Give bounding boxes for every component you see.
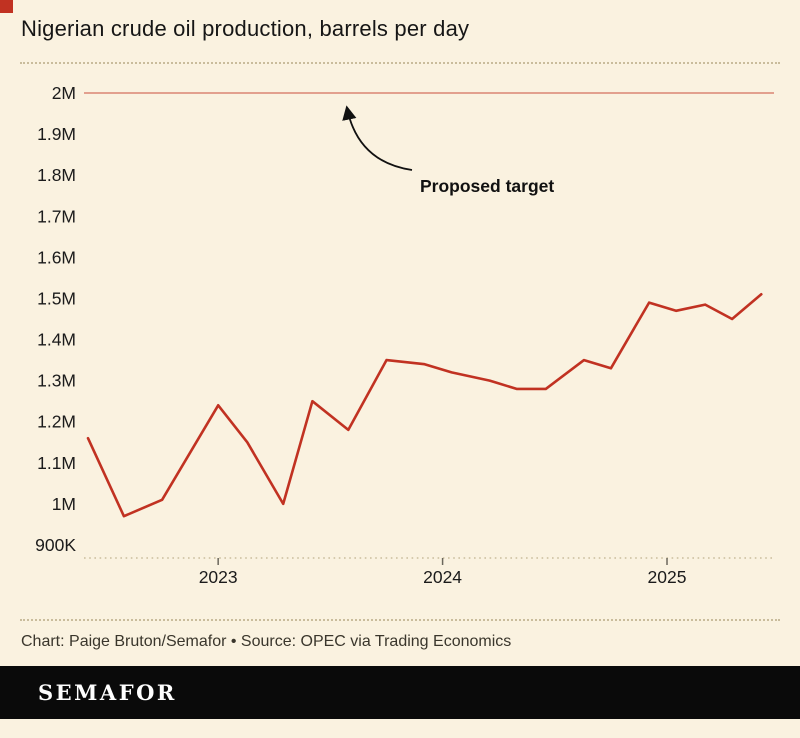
y-tick-label: 1.5M xyxy=(37,288,76,308)
y-tick-label: 1.3M xyxy=(37,371,76,391)
y-tick-label: 1.7M xyxy=(37,206,76,226)
y-tick-label: 1.1M xyxy=(37,453,76,473)
brand-bar: SEMAFOR xyxy=(0,666,800,719)
y-tick-label: 1M xyxy=(52,494,76,514)
x-tick-label: 2024 xyxy=(423,567,462,587)
y-tick-label: 1.8M xyxy=(37,165,76,185)
semafor-logo: SEMAFOR xyxy=(38,680,177,705)
y-tick-label: 1.9M xyxy=(37,124,76,144)
y-tick-label: 1.6M xyxy=(37,247,76,267)
source-credit: Chart: Paige Bruton/Semafor • Source: OP… xyxy=(21,633,512,650)
annotation-arrow xyxy=(342,105,413,171)
brand-accent-square xyxy=(0,0,13,13)
y-tick-label: 1.2M xyxy=(37,412,76,432)
x-tick-label: 2023 xyxy=(199,567,238,587)
y-tick-label: 2M xyxy=(52,83,76,103)
production-chart: 2M 1.9M 1.8M 1.7M 1.6M 1.5M 1.4M 1.3M 1.2M 1.1M 1M… xyxy=(35,83,774,587)
production-line xyxy=(86,293,763,518)
y-tick-label: 900K xyxy=(35,535,76,555)
y-tick-label: 1.4M xyxy=(37,330,76,350)
x-tick-label: 2025 xyxy=(648,567,687,587)
separator-bottom xyxy=(20,619,780,621)
chart-title: Nigerian crude oil production, barrels p… xyxy=(21,16,470,41)
annotation-proposed-target: Proposed target xyxy=(420,176,554,196)
separator-top xyxy=(20,62,780,64)
